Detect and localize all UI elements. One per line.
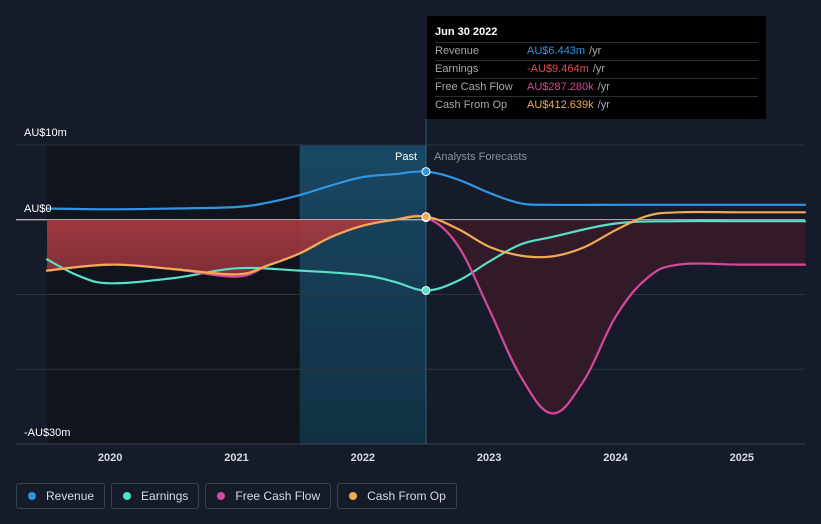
past-label: Past: [395, 151, 417, 163]
x-tick-label: 2020: [98, 452, 122, 464]
tooltip-row-label: Cash From Op: [435, 99, 508, 111]
x-tick-label: 2021: [224, 452, 248, 464]
marker-earnings[interactable]: [421, 285, 431, 295]
y-tick-label: -AU$30m: [24, 427, 70, 439]
y-tick-label: AU$0: [24, 203, 52, 215]
tooltip-row-value: AU$287.280k: [527, 81, 594, 93]
tooltip: Jun 30 2022 Revenue AU$6.443m/yr Earnings -…: [427, 16, 766, 119]
legend-item-earnings[interactable]: Earnings: [111, 483, 200, 509]
marker-revenue[interactable]: [421, 167, 431, 177]
x-tick-label: 2025: [730, 452, 754, 464]
tooltip-row-free-cash-flow: Free Cash Flow AU$287.280k/yr: [435, 78, 758, 96]
tooltip-date: Jun 30 2022: [435, 26, 498, 38]
legend: Revenue Earnings Free Cash Flow Cash From O…: [16, 483, 457, 509]
tooltip-row-earnings: Earnings -AU$9.464m/yr: [435, 60, 758, 78]
x-tick-label: 2023: [477, 452, 501, 464]
chart-labels: Past Analysts Forecasts AU$10m AU$0 -AU$30m 2…: [24, 127, 754, 464]
series-line-revenue: [45, 170, 807, 211]
x-tick-label: 2022: [351, 452, 375, 464]
tooltip-row-label: Revenue: [435, 45, 480, 57]
legend-dot-icon: [217, 492, 226, 500]
y-tick-label: AU$10m: [24, 127, 67, 139]
tooltip-row-value: AU$6.443m: [527, 45, 586, 57]
marker-cash-from-op[interactable]: [421, 212, 431, 222]
chart-markers[interactable]: [421, 167, 431, 295]
legend-label: Free Cash Flow: [235, 489, 321, 503]
tooltip-row-value: AU$412.639k: [527, 99, 594, 111]
legend-item-free-cash-flow[interactable]: Free Cash Flow: [205, 483, 332, 509]
tooltip-row-unit: /yr: [597, 81, 610, 93]
series-line-cash-from-op: [45, 210, 807, 276]
tooltip-row-label: Free Cash Flow: [435, 81, 513, 93]
tooltip-row-revenue: Revenue AU$6.443m/yr: [435, 42, 758, 60]
legend-dot-icon: [123, 492, 132, 500]
series-line-free-cash-flow: [45, 214, 807, 415]
tooltip-row-unit: /yr: [589, 45, 602, 57]
legend-dot-icon: [28, 492, 36, 500]
tooltip-row-value: -AU$9.464m: [527, 63, 589, 75]
legend-dot-icon: [349, 492, 358, 500]
tooltip-row-cash-from-op: Cash From Op AU$412.639k/yr: [435, 96, 758, 114]
tooltip-row-unit: /yr: [597, 99, 610, 111]
legend-label: Revenue: [46, 489, 95, 503]
legend-label: Earnings: [141, 489, 189, 503]
x-tick-label: 2024: [603, 452, 628, 464]
legend-item-revenue[interactable]: Revenue: [16, 483, 106, 509]
forecast-label: Analysts Forecasts: [434, 151, 527, 163]
legend-item-cash-from-op[interactable]: Cash From Op: [337, 483, 457, 509]
legend-label: Cash From Op: [367, 489, 446, 503]
tooltip-row-unit: /yr: [592, 63, 605, 75]
negative-area-past: [47, 219, 426, 277]
tooltip-row-label: Earnings: [435, 63, 479, 75]
